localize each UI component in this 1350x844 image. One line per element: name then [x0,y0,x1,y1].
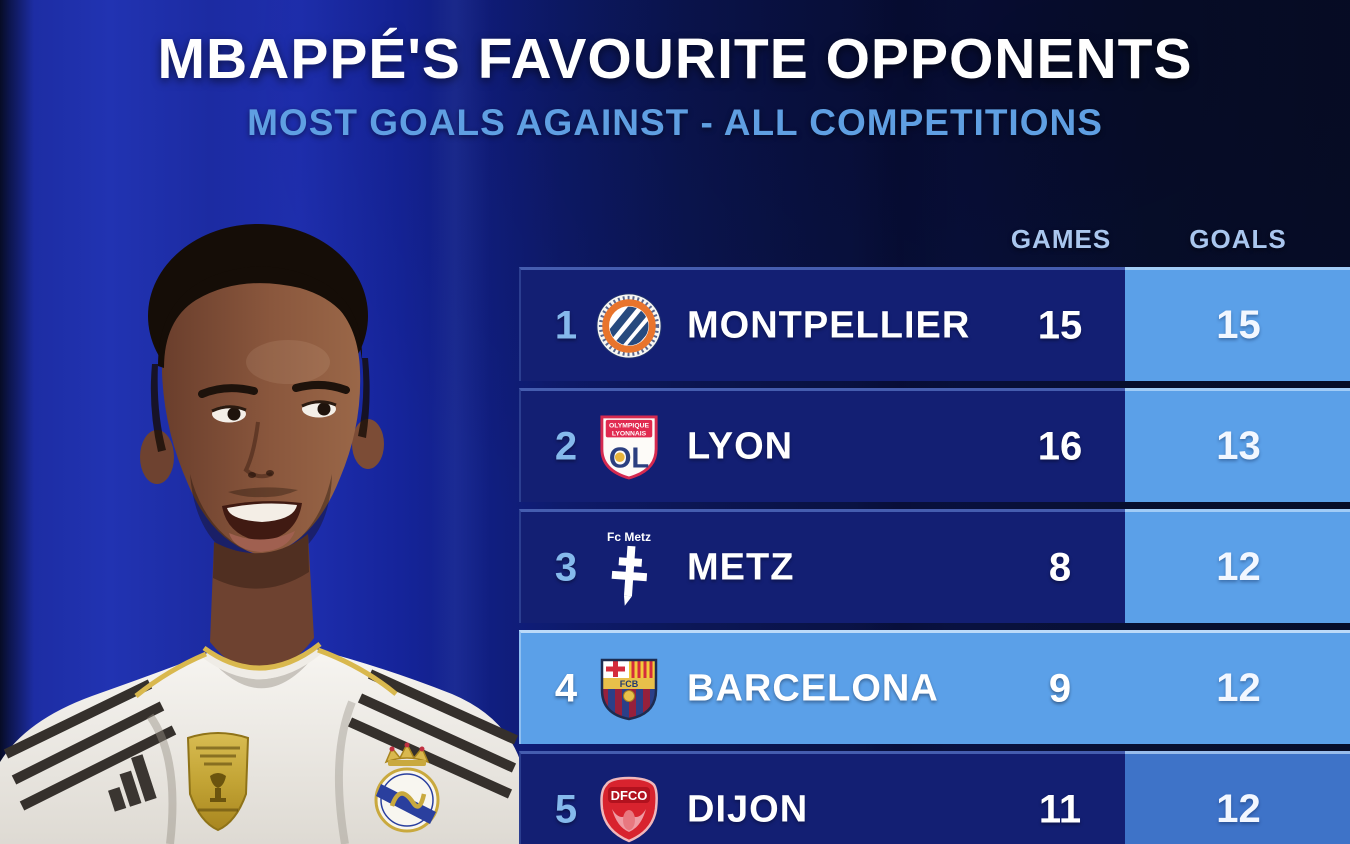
svg-text:OL: OL [609,442,649,474]
svg-text:LYONNAIS: LYONNAIS [612,430,647,437]
svg-text:DFCO: DFCO [611,788,648,803]
games-column-header: GAMES [1010,224,1112,254]
page-title: MBAPPÉ'S FAVOURITE OPPONENTS [157,27,1193,91]
metz-logo-icon: Fc Metz [592,526,666,610]
table-row-dijon: 5 DFCO DIJON 11 12 [519,751,1350,844]
goals-value: 12 [1216,787,1261,831]
goals-cell: 13 [1125,388,1350,502]
svg-text:FCB: FCB [620,679,639,689]
rank-number: 5 [554,787,578,831]
rank-number: 4 [554,666,578,710]
team-name: DIJON [687,788,809,830]
games-value: 15 [1037,303,1083,347]
goals-cell: 12 [1125,630,1350,744]
rank-number: 1 [554,303,578,347]
games-value: 9 [1048,666,1072,710]
goals-value: 15 [1216,303,1261,347]
svg-text:OLYMPIQUE: OLYMPIQUE [609,422,649,429]
table-row-barcelona: 4 [519,630,1350,744]
games-value: 16 [1037,424,1083,468]
real-madrid-crest-icon [374,742,440,833]
goals-cell: 15 [1125,267,1350,381]
team-name: LYON [687,425,794,467]
goals-cell: 12 [1125,751,1350,844]
svg-text:Fc Metz: Fc Metz [607,530,651,544]
opponents-table: 1 MONTPELLIER 15 15 2 [519,267,1350,844]
goals-value: 12 [1216,545,1261,589]
page-subtitle: MOST GOALS AGAINST - ALL COMPETITIONS [247,102,1103,143]
barcelona-logo-icon: FCB [592,647,666,731]
goals-value: 13 [1216,424,1261,468]
table-row-montpellier: 1 MONTPELLIER 15 15 [519,267,1350,381]
team-name: MONTPELLIER [687,304,971,346]
lyon-logo-icon: OLYMPIQUE LYONNAIS OL [592,405,666,489]
table-row-lyon: 2 OLYMPIQUE LYONNAIS OL LYON 16 13 [519,388,1350,502]
team-name: BARCELONA [687,667,939,709]
table-row-metz: 3 Fc Metz METZ 8 12 [519,509,1350,623]
adidas-logo-icon [108,754,157,812]
mbappe-photo [0,224,520,844]
montpellier-logo-icon [592,284,666,368]
goals-cell: 12 [1125,509,1350,623]
goals-column-header: GOALS [1189,224,1287,254]
rank-number: 3 [554,545,578,589]
rank-number: 2 [554,424,578,468]
games-value: 8 [1048,545,1072,589]
games-value: 11 [1038,787,1082,831]
club-world-champions-badge-icon [186,732,250,832]
team-name: METZ [687,546,795,588]
dijon-logo-icon: DFCO [592,768,666,844]
goals-value: 12 [1216,666,1261,710]
